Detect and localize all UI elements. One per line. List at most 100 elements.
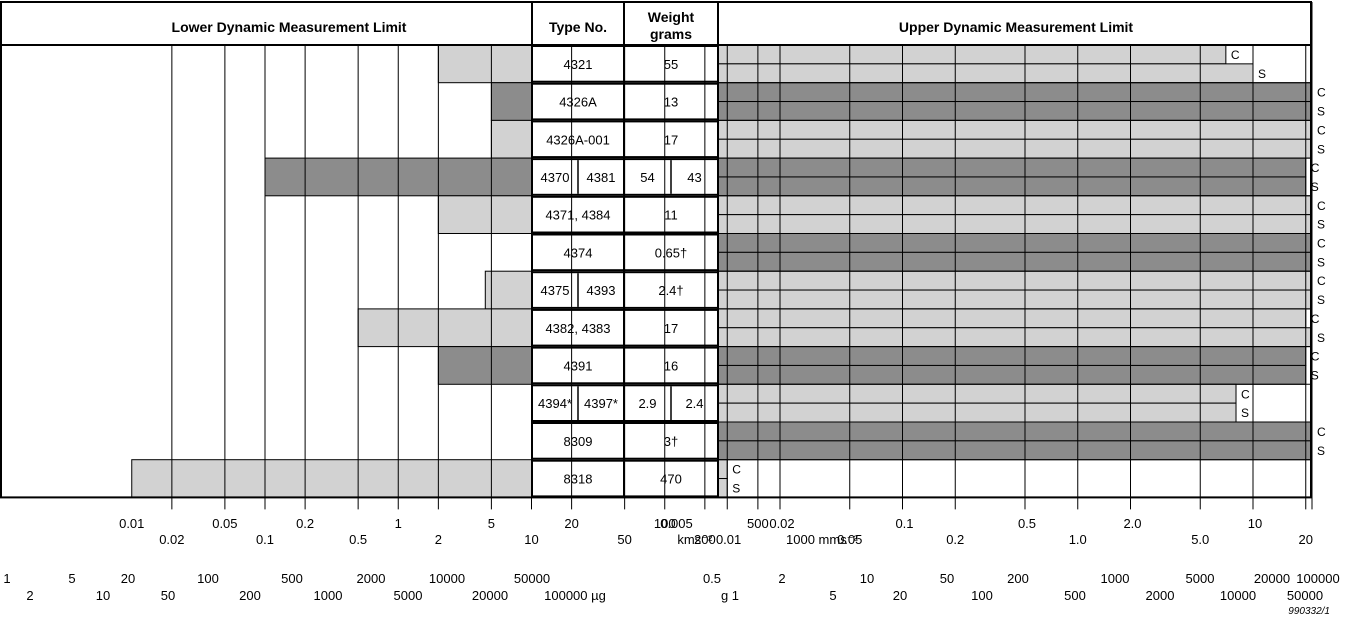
upper-g-label: g 1 [721,588,739,603]
upper-tick-label: 0.02 [769,516,794,531]
type-no-cell: 8309 [564,434,593,449]
upper-s-label: S [1241,406,1249,420]
weight-row-box [623,384,719,422]
upper-tick-label: 10 [1248,516,1262,531]
weight-header-line2: grams [650,26,692,42]
upper-g-label: 2 [778,571,785,586]
upper-s-label: S [1311,180,1319,194]
upper-c-label: C [732,463,741,477]
lower-tick-label: 100 [654,516,676,531]
upper-c-label: C [1311,161,1320,175]
upper-g-label: 5000 [1186,571,1215,586]
upper-tick-label: 0.2 [946,532,964,547]
upper-limit-bar-c [717,459,728,480]
lower-tick-label: 0.2 [296,516,314,531]
lower-g-label: 200 [239,588,261,603]
upper-g-label: 10000 [1220,588,1256,603]
upper-limit-bar-s [717,214,1313,234]
upper-c-label: C [1317,425,1326,439]
type-no-cell: 8318 [564,472,593,487]
weight-row-box [623,459,719,498]
bars-layer [131,44,1313,498]
upper-limit-bar-c [717,119,1313,140]
weight-cell: 54 [640,170,654,185]
lower-tick-label: 200 [694,532,716,547]
lower-tick-label: 0.1 [256,532,274,547]
weight-row-box [623,158,719,196]
upper-s-label: S [1317,444,1325,458]
lower-tick-label: 20 [564,516,578,531]
upper-s-label: S [1317,293,1325,307]
type-no-cell: 4374 [564,245,593,260]
weight-row-box [623,271,719,309]
type-no-cell: 4381 [587,170,616,185]
table-layer [531,45,719,498]
upper-g-label: 1000 [1101,571,1130,586]
weight-cell: 3† [664,434,678,449]
upper-tick-label: 5.0 [1191,532,1209,547]
lower-tick-label: 5 [488,516,495,531]
upper-g-label: 10 [860,571,874,586]
upper-tick-label: 0.5 [1018,516,1036,531]
upper-s-label: S [1258,67,1266,81]
upper-limit-bar-c [717,383,1237,404]
weight-cell: 0.65† [655,245,688,260]
upper-limit-bar-s [717,251,1313,272]
lower-g-label: 100 [197,571,219,586]
lower-limit-bar [131,459,533,498]
upper-c-label: C [1231,48,1240,62]
weight-row-box [623,120,719,159]
lower-g-label: 5 [68,571,75,586]
upper-s-label: S [1317,142,1325,156]
weight-cell: 55 [664,57,678,72]
upper-limit-header: Upper Dynamic Measurement Limit [899,19,1134,35]
lower-tick-label: 50 [617,532,631,547]
weight-row-box [623,308,719,347]
upper-tick-label: 0.1 [895,516,913,531]
lower-g-label: 1 [3,571,10,586]
upper-c-label: C [1241,387,1250,401]
lower-limit-bar [490,119,533,159]
upper-s-label: S [1317,105,1325,119]
upper-limit-bar-c [717,346,1307,366]
weight-cell: 17 [664,321,678,336]
upper-limit-bar-s [717,176,1307,197]
upper-tick-label: kms⁻² 0.01 [677,532,741,547]
type-no-cell: 4391 [564,358,593,373]
weight-cell: 470 [660,472,682,487]
upper-limit-bar-c [717,421,1313,442]
lower-limit-bar [437,346,533,385]
weight-row-box [623,346,719,385]
type-no-cell: 4382, 4383 [545,321,610,336]
upper-c-label: C [1317,86,1326,100]
lower-g-label: 500 [281,571,303,586]
upper-g-label: 5 [829,588,836,603]
lower-g-label: 10 [96,588,110,603]
type-no-cell: 4326A [559,95,597,110]
upper-tick-label: 0.05 [837,532,862,547]
lower-g-label: 2000 [357,571,386,586]
weight-cell: 43 [687,170,701,185]
upper-c-label: C [1317,274,1326,288]
upper-limit-bar-c [717,270,1313,291]
lower-g-label: 100000 µg [544,588,606,603]
weight-cell: 13 [664,95,678,110]
upper-limit-bar-c [717,195,1313,216]
figure-code: 990332/1 [1288,606,1330,617]
type-no-cell: 4326A-001 [546,132,610,147]
lower-tick-label: 0.02 [159,532,184,547]
lower-limit-bar [484,270,533,310]
weight-row-box [623,195,719,234]
upper-g-label: 20000 [1254,571,1290,586]
upper-g-label: 50 [940,571,954,586]
upper-limit-bar-c [717,44,1227,65]
lower-g-label: 5000 [394,588,423,603]
axis-layer: 0.01 0.05 0.2 1 5 20 100 5000.02 0.1 0.5 2 10 50 200 1… [3,516,1339,603]
lower-g-label: 50 [161,588,175,603]
weight-cell: 16 [664,358,678,373]
upper-g-label: 200 [1007,571,1029,586]
weight-row-box [623,45,719,83]
upper-limit-bar-c [717,157,1307,178]
upper-limit-bar-s [717,327,1313,348]
